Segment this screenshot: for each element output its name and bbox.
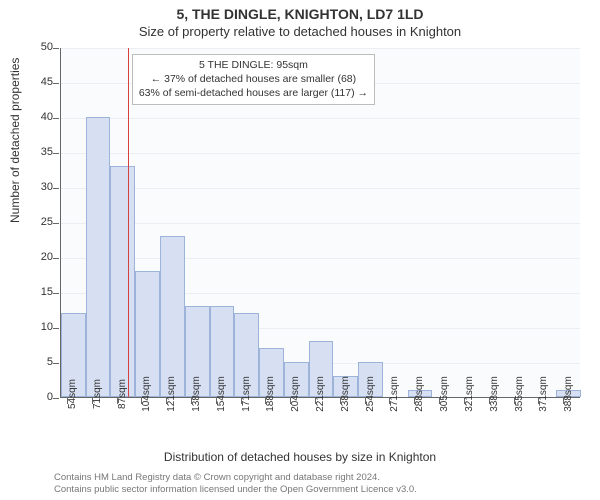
x-tick-label: 121sqm	[166, 376, 177, 412]
x-tick-label: 171sqm	[241, 376, 252, 412]
y-axis-label: Number of detached properties	[8, 58, 22, 223]
y-tick-label: 30	[27, 181, 53, 193]
y-tick-label: 0	[27, 391, 53, 403]
y-tick-label: 35	[27, 146, 53, 158]
annotation-line: ← 37% of detached houses are smaller (68…	[139, 72, 368, 86]
x-tick-label: 154sqm	[216, 376, 227, 412]
y-tick	[53, 48, 59, 49]
y-tick	[53, 153, 59, 154]
y-tick-label: 5	[27, 356, 53, 368]
x-tick-label: 138sqm	[191, 376, 202, 412]
gridline	[61, 188, 580, 189]
gridline	[61, 258, 580, 259]
annotation-line: 63% of semi-detached houses are larger (…	[139, 86, 368, 100]
plot-area: 0510152025303540455054sqm71sqm87sqm104sq…	[60, 48, 580, 398]
x-tick-label: 221sqm	[315, 376, 326, 412]
y-tick	[53, 223, 59, 224]
x-tick-label: 371sqm	[538, 376, 549, 412]
x-tick-label: 388sqm	[563, 376, 574, 412]
y-tick	[53, 363, 59, 364]
x-tick-label: 54sqm	[67, 379, 78, 409]
y-tick-label: 50	[27, 41, 53, 53]
gridline	[61, 118, 580, 119]
x-tick-label: 104sqm	[141, 376, 152, 412]
chart-subtitle: Size of property relative to detached ho…	[0, 24, 600, 39]
gridline	[61, 223, 580, 224]
gridline	[61, 48, 580, 49]
x-tick-label: 254sqm	[365, 376, 376, 412]
attribution: Contains HM Land Registry data © Crown c…	[54, 472, 417, 496]
x-tick-label: 238sqm	[340, 376, 351, 412]
x-tick-label: 71sqm	[92, 379, 103, 409]
x-tick-label: 288sqm	[414, 376, 425, 412]
chart-title: 5, THE DINGLE, KNIGHTON, LD7 1LD	[0, 6, 600, 22]
y-tick	[53, 118, 59, 119]
histogram-bar	[160, 236, 185, 397]
x-tick-label: 355sqm	[514, 376, 525, 412]
histogram-bar	[110, 166, 135, 397]
x-tick-label: 188sqm	[265, 376, 276, 412]
annotation-line: 5 THE DINGLE: 95sqm	[139, 58, 368, 72]
x-tick-label: 204sqm	[290, 376, 301, 412]
gridline	[61, 153, 580, 154]
y-tick	[53, 293, 59, 294]
x-tick-label: 305sqm	[439, 376, 450, 412]
x-tick-label: 87sqm	[117, 379, 128, 409]
y-tick-label: 40	[27, 111, 53, 123]
y-tick-label: 45	[27, 76, 53, 88]
y-tick	[53, 188, 59, 189]
y-tick-label: 25	[27, 216, 53, 228]
y-tick-label: 10	[27, 321, 53, 333]
chart-canvas: 5, THE DINGLE, KNIGHTON, LD7 1LD Size of…	[0, 0, 600, 500]
annotation-box: 5 THE DINGLE: 95sqm← 37% of detached hou…	[132, 54, 375, 105]
attribution-line: Contains public sector information licen…	[54, 484, 417, 496]
x-tick-label: 271sqm	[389, 376, 400, 412]
y-tick-label: 20	[27, 251, 53, 263]
attribution-line: Contains HM Land Registry data © Crown c…	[54, 472, 417, 484]
y-tick	[53, 83, 59, 84]
histogram-bar	[86, 117, 111, 397]
y-tick-label: 15	[27, 286, 53, 298]
reference-line	[128, 48, 129, 397]
x-tick-label: 321sqm	[464, 376, 475, 412]
y-tick	[53, 258, 59, 259]
x-tick-label: 338sqm	[489, 376, 500, 412]
x-axis-label: Distribution of detached houses by size …	[0, 450, 600, 464]
y-tick	[53, 398, 59, 399]
y-tick	[53, 328, 59, 329]
